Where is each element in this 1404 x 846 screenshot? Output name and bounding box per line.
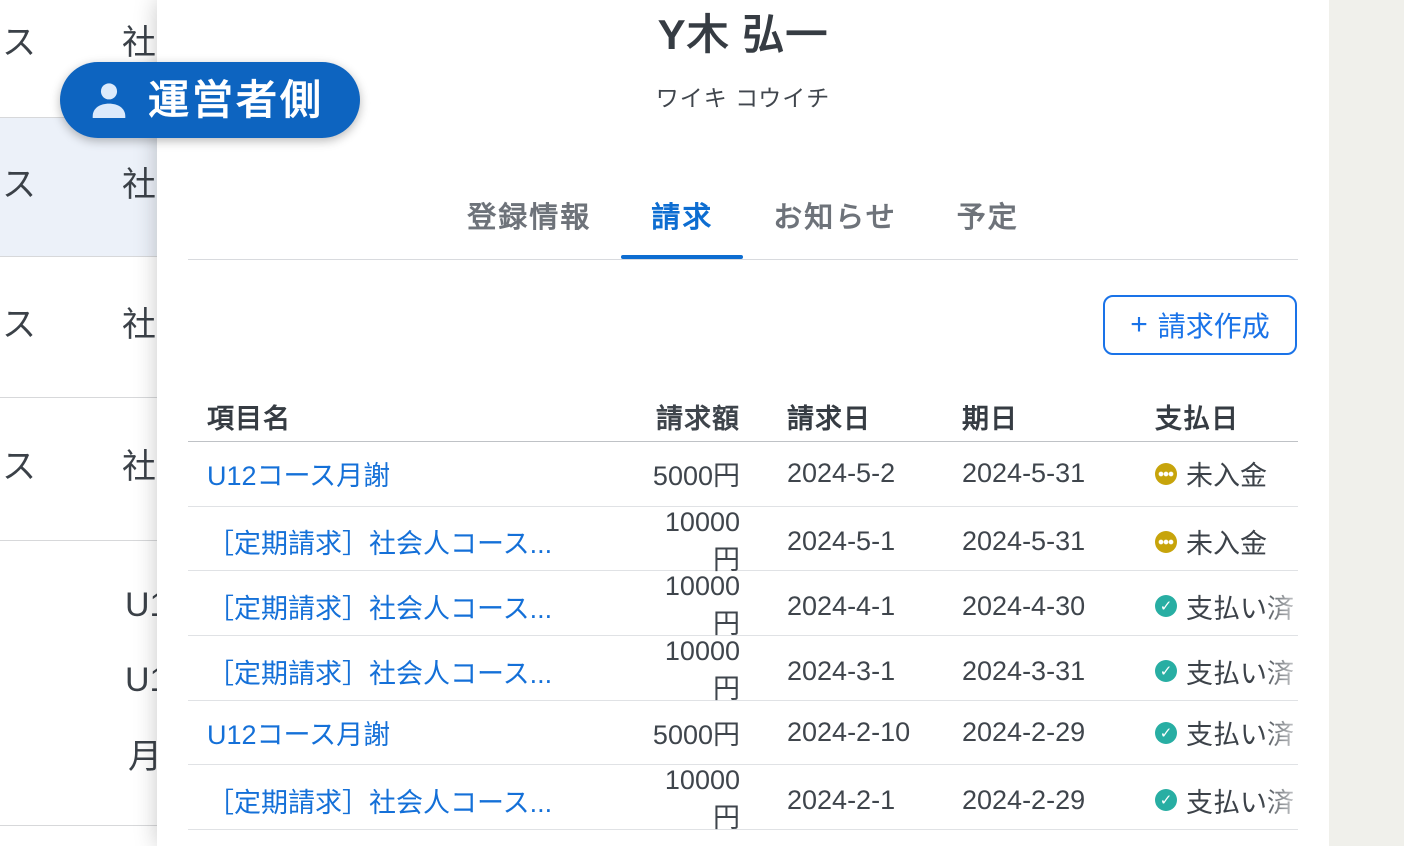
bg-cell-text: ス — [2, 24, 36, 62]
tab-bar-divider — [188, 259, 1298, 260]
bg-row-divider — [0, 397, 157, 398]
invoice-billing-date: 2024-2-1 — [787, 784, 896, 815]
table-row: ［定期請求］社会人コース... 10000円 2024-2-1 2024-2-2… — [188, 765, 1298, 833]
bg-row-divider — [0, 825, 157, 826]
invoice-amount: 5000円 — [652, 461, 740, 492]
background-row-highlight — [0, 118, 157, 256]
bg-cell-text: 社 — [122, 306, 156, 344]
invoice-item-link[interactable]: ［定期請求］社会人コース... — [207, 787, 553, 818]
bg-cell-text: ス — [2, 306, 36, 344]
bg-cell-text: 社 — [122, 448, 156, 486]
table-row: U12コース月謝 5000円 2024-2-10 2024-2-29 支払い済 — [188, 701, 1298, 766]
payment-status-icon — [1155, 530, 1177, 553]
invoice-due-date: 2024-4-30 — [962, 590, 1086, 621]
payment-status: 支払い済 — [1155, 713, 1298, 752]
payment-status-icon — [1155, 660, 1177, 683]
bg-cell-text: ス — [2, 166, 36, 204]
operator-side-label: 運営者側 — [148, 77, 324, 123]
header-billing-date: 請求日 — [787, 404, 871, 434]
invoice-billing-date: 2024-3-1 — [787, 655, 896, 686]
invoice-item-link[interactable]: ［定期請求］社会人コース... — [207, 658, 553, 689]
invoice-amount: 10000円 — [664, 506, 740, 575]
billing-table-header: 項目名 請求額 請求日 期日 支払日 — [188, 392, 1298, 442]
member-name: Y木 弘一 — [657, 11, 829, 58]
person-icon — [86, 77, 132, 123]
table-row: ［定期請求］社会人コース... 10000円 2024-4-1 2024-4-3… — [188, 571, 1298, 639]
invoice-due-date: 2024-2-29 — [962, 717, 1086, 748]
create-invoice-label: 請求作成 — [1157, 311, 1270, 342]
tab-billing[interactable]: 請求 — [621, 196, 744, 259]
bg-row-divider — [0, 256, 157, 257]
operator-side-badge: 運営者側 — [60, 62, 360, 138]
payment-status-label: 未入金 — [1186, 529, 1267, 560]
payment-status-label: 支払い済 — [1186, 787, 1294, 818]
header-payment-date: 支払日 — [1155, 404, 1239, 434]
bg-partial-item: 月 — [128, 738, 162, 776]
invoice-billing-date: 2024-2-10 — [787, 717, 911, 748]
header-due-date: 期日 — [962, 404, 1018, 434]
page-gutter — [1329, 0, 1404, 846]
table-row: ［定期請求］社会人コース... 10000円 2024-3-1 2024-3-3… — [188, 636, 1298, 704]
payment-status-label: 支払い済 — [1186, 658, 1294, 689]
payment-status: 未入金 — [1155, 454, 1298, 493]
header-item-name: 項目名 — [207, 404, 291, 434]
payment-status-label: 支払い済 — [1186, 593, 1294, 624]
invoice-billing-date: 2024-5-2 — [787, 458, 896, 489]
billing-table: 項目名 請求額 請求日 期日 支払日 U12コース月謝 5000円 2024-5… — [188, 392, 1298, 833]
plus-icon: + — [1130, 308, 1148, 341]
payment-status-icon — [1155, 595, 1177, 618]
bg-cell-text: 社 — [122, 166, 156, 204]
invoice-item-link[interactable]: ［定期請求］社会人コース... — [207, 529, 553, 560]
payment-status-label: 未入金 — [1186, 461, 1267, 492]
invoice-item-link[interactable]: U12コース月謝 — [207, 461, 391, 492]
tab-bar: 登録情報 請求 お知らせ 予定 — [157, 196, 1329, 259]
invoice-billing-date: 2024-5-1 — [787, 526, 896, 557]
invoice-amount: 5000円 — [652, 720, 740, 751]
tab-schedule[interactable]: 予定 — [956, 202, 1019, 234]
invoice-item-link[interactable]: U12コース月謝 — [207, 720, 391, 751]
bg-cell-text: ス — [2, 448, 36, 486]
invoice-due-date: 2024-5-31 — [962, 458, 1086, 489]
invoice-due-date: 2024-5-31 — [962, 526, 1086, 557]
bg-cell-text: 社 — [122, 24, 156, 62]
bg-row-divider — [0, 540, 157, 541]
invoice-billing-date: 2024-4-1 — [787, 590, 896, 621]
payment-status-label: 支払い済 — [1186, 720, 1294, 751]
payment-status-icon — [1155, 462, 1177, 485]
table-row: ［定期請求］社会人コース... 10000円 2024-5-1 2024-5-3… — [188, 507, 1298, 575]
tab-notifications[interactable]: お知らせ — [773, 202, 897, 234]
payment-status-icon — [1155, 721, 1177, 744]
payment-status: 支払い済 — [1155, 587, 1298, 626]
header-amount: 請求額 — [656, 404, 740, 434]
invoice-amount: 10000円 — [664, 571, 740, 640]
payment-status: 支払い済 — [1155, 652, 1298, 691]
invoice-amount: 10000円 — [664, 765, 740, 834]
payment-status: 支払い済 — [1155, 781, 1298, 820]
payment-status: 未入金 — [1155, 522, 1298, 561]
invoice-item-link[interactable]: ［定期請求］社会人コース... — [207, 593, 553, 624]
payment-status-icon — [1155, 789, 1177, 812]
invoice-amount: 10000円 — [664, 636, 740, 705]
table-row: U12コース月謝 5000円 2024-5-2 2024-5-31 未入金 — [188, 442, 1298, 507]
invoice-due-date: 2024-3-31 — [962, 655, 1086, 686]
member-detail-panel: Y木 弘一 ワイキ コウイチ 登録情報 請求 お知らせ 予定 + 請求作成 項目… — [157, 0, 1329, 846]
tab-registration-info[interactable]: 登録情報 — [467, 202, 592, 234]
create-invoice-button[interactable]: + 請求作成 — [1103, 295, 1297, 355]
invoice-due-date: 2024-2-29 — [962, 784, 1086, 815]
member-furigana: ワイキ コウイチ — [655, 85, 831, 111]
